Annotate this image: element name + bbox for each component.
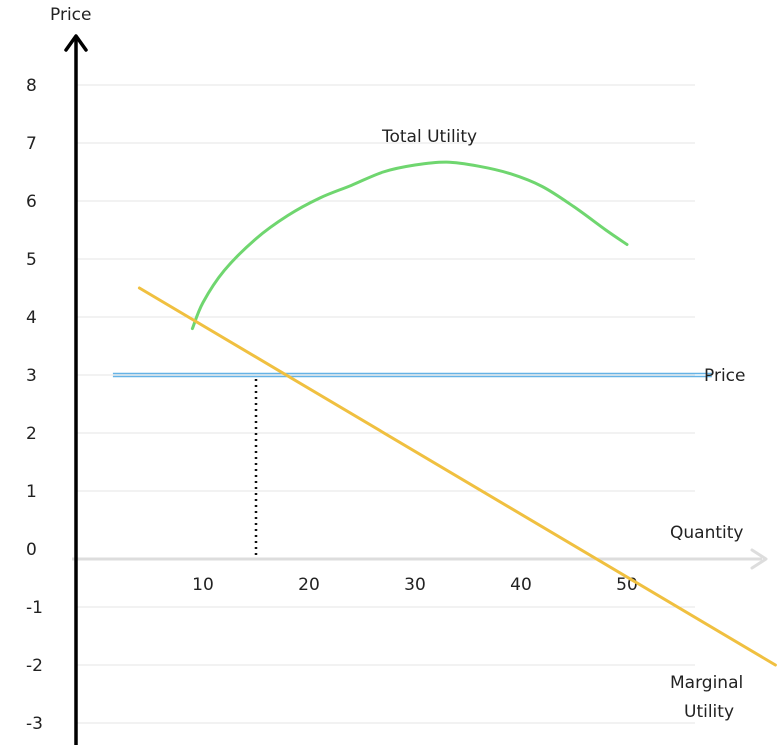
gridlines [76,84,695,724]
x-tick-labels: 10 20 30 40 50 [192,575,638,595]
y-axis-label: Price [50,5,91,25]
y-tick-label: 6 [26,192,37,212]
total-utility-line [190,160,629,331]
y-tick-label: 0 [26,540,37,560]
x-axis-arrowhead [750,548,768,570]
marginal-utility-line [137,286,777,667]
y-tick-label: 2 [26,424,37,444]
x-tick-label: 30 [404,575,426,595]
x-tick-label: 10 [192,575,214,595]
y-tick-label: 8 [26,76,37,96]
x-tick-label: 20 [298,575,320,595]
y-tick-label: -2 [26,656,43,676]
x-tick-label: 40 [510,575,532,595]
x-axis-label: Quantity [670,523,743,543]
marginal-utility-label-line1: Marginal [670,673,743,693]
y-tick-label: -1 [26,598,43,618]
y-tick-label: 4 [26,308,37,328]
y-axis-arrowhead [64,34,88,52]
marginal-utility-label-line2: Utility [684,702,734,722]
y-tick-labels: 8 7 6 5 4 3 2 1 0 -1 -2 -3 [26,76,43,734]
y-tick-label: 7 [26,134,37,154]
y-tick-label: 1 [26,482,37,502]
price-line-label: Price [704,366,745,386]
y-tick-label: 3 [26,366,37,386]
y-tick-label: 5 [26,250,37,270]
series [112,160,777,667]
y-tick-label: -3 [26,714,43,734]
total-utility-label: Total Utility [381,127,477,147]
